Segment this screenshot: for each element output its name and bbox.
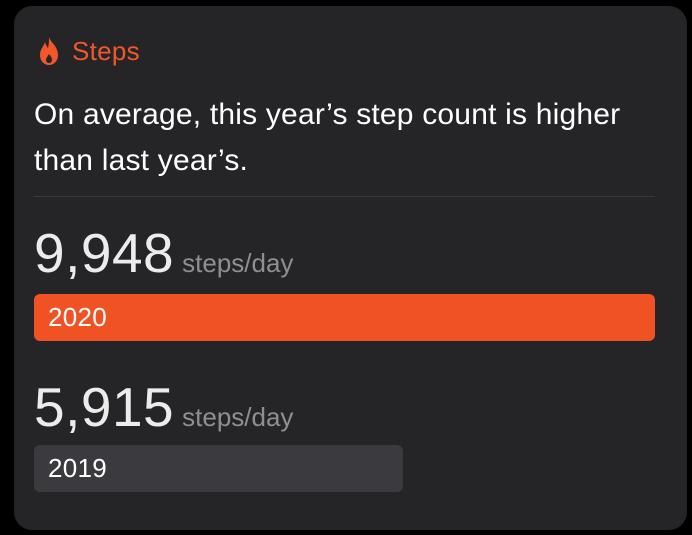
previous-year-unit: steps/day	[182, 402, 294, 432]
current-year-label: 2020	[48, 302, 108, 332]
divider	[34, 196, 655, 197]
current-year-value: 9,948	[34, 222, 175, 284]
previous-year-bar: 2019	[34, 445, 403, 492]
card-title: Steps	[72, 36, 140, 66]
previous-year-stat: 5,915 steps/day	[34, 375, 293, 439]
card-header: Steps	[38, 34, 140, 68]
previous-year-label: 2019	[48, 453, 108, 483]
current-year-unit: steps/day	[182, 248, 294, 278]
summary-headline: On average, this year’s step count is hi…	[34, 98, 621, 177]
steps-comparison-card[interactable]: Steps On average, this year’s step count…	[14, 6, 687, 530]
current-year-bar: 2020	[34, 294, 655, 341]
current-year-stat: 9,948 steps/day	[34, 221, 293, 285]
previous-year-value: 5,915	[34, 376, 175, 438]
flame-icon	[38, 36, 60, 66]
